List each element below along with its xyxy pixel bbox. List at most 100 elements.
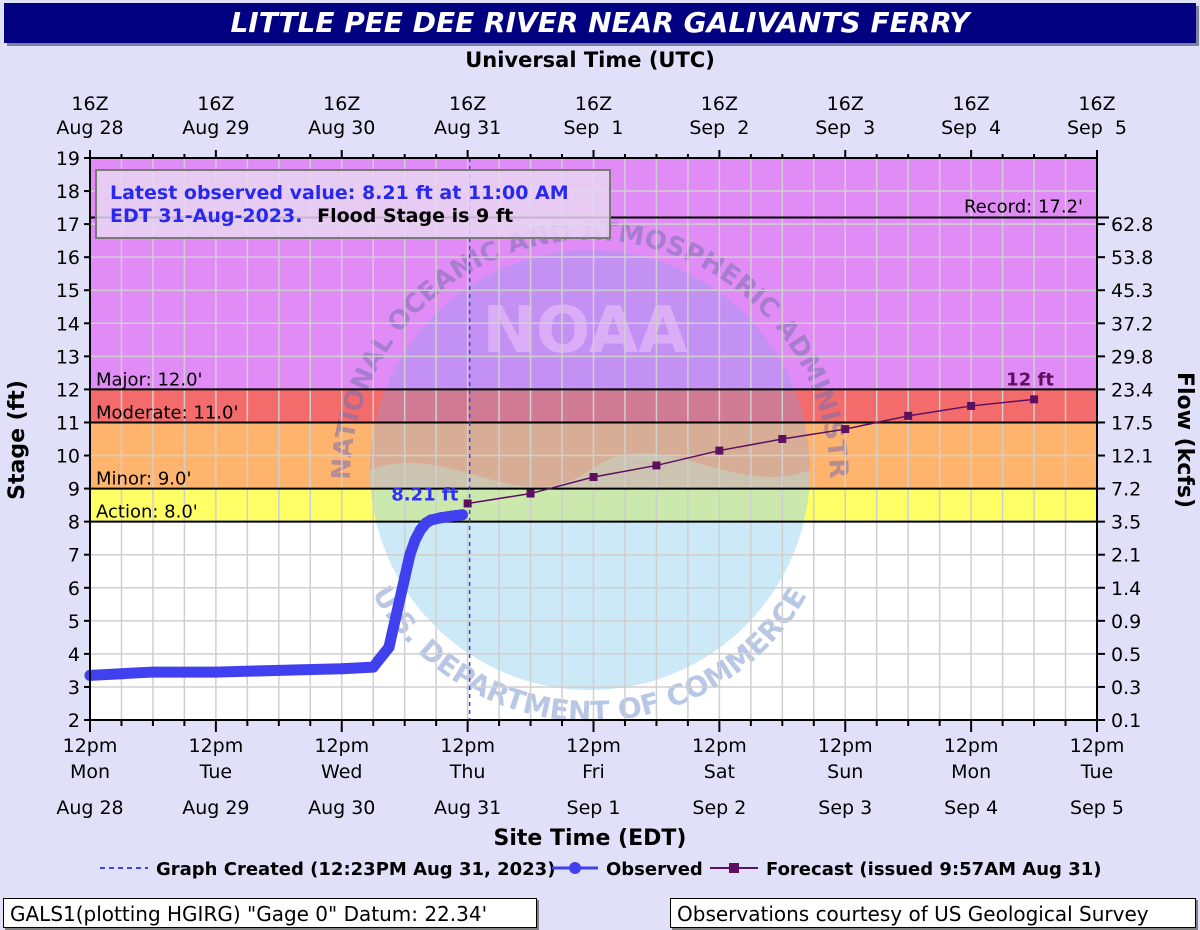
series-forecast-point — [589, 473, 598, 482]
top-axis-title: Universal Time (UTC) — [465, 48, 715, 72]
series-observed-point — [409, 534, 421, 546]
x-tick-label-time: 12pm — [692, 735, 747, 757]
y-tick-label: 3 — [68, 677, 80, 699]
series-observed-point — [425, 514, 437, 526]
x-tick-label-date: Aug 29 — [182, 797, 249, 819]
x-tick-label-day: Sat — [704, 761, 735, 783]
series-forecast-point — [463, 499, 472, 508]
y2-tick-label: 0.9 — [1111, 611, 1141, 633]
x-tick-label-time: 12pm — [314, 735, 369, 757]
x-tick-label-day: Tue — [199, 761, 232, 783]
series-forecast-point — [778, 435, 787, 443]
x2-tick-label-hour: 16Z — [827, 93, 864, 115]
courtesy-footer: Observations courtesy of US Geological S… — [670, 898, 1196, 928]
x-tick-label-time: 12pm — [63, 735, 118, 757]
y-tick-label: 13 — [56, 346, 80, 368]
x2-tick-label-hour: 16Z — [71, 93, 108, 115]
x2-tick-label-date: Sep 4 — [941, 117, 1001, 139]
x2-tick-label-hour: 16Z — [449, 93, 486, 115]
y-tick-label: 16 — [56, 247, 80, 269]
x2-tick-label-hour: 16Z — [701, 93, 738, 115]
series-forecast-line — [467, 398, 1035, 505]
series-observed-point — [367, 661, 379, 673]
y-tick-label: 14 — [56, 313, 80, 335]
x-tick-label-date: Sep 1 — [567, 797, 621, 819]
series-observed-point — [446, 510, 458, 522]
y-tick-label: 8 — [68, 512, 80, 534]
series-forecast-point — [1030, 395, 1039, 404]
x-tick-label-date: Sep 2 — [692, 797, 746, 819]
y2-tick-label: 23.4 — [1111, 379, 1153, 401]
y2-tick-label: 37.2 — [1111, 313, 1153, 335]
x-tick-label-time: 12pm — [440, 735, 495, 757]
series-forecast-point — [715, 446, 724, 455]
x2-tick-label-date: Sep 1 — [564, 117, 624, 139]
x-tick-label-day: Mon — [70, 761, 110, 783]
x2-tick-label-date: Aug 28 — [56, 117, 123, 139]
series-observed-point — [435, 512, 447, 524]
series-forecast-point — [526, 489, 535, 498]
page-title: LITTLE PEE DEE RIVER NEAR GALIVANTS FERR… — [230, 6, 970, 39]
y2-tick-label: 1.4 — [1111, 578, 1141, 600]
series-observed-annotation: 8.21 ft — [391, 485, 459, 506]
x2-tick-label-hour: 16Z — [323, 93, 360, 115]
threshold-moderate-label: Moderate: 11.0' — [96, 402, 238, 423]
legend-observed-label: Observed — [606, 859, 703, 880]
noaa-logo-wave-icon — [370, 453, 810, 690]
y2-tick-label: 45.3 — [1111, 280, 1153, 302]
x2-tick-label-date: Sep 5 — [1067, 117, 1127, 139]
y-tick-label: 10 — [56, 446, 80, 468]
y2-tick-label: 3.5 — [1111, 512, 1141, 534]
x2-tick-label-date: Aug 30 — [308, 117, 375, 139]
y2-tick-label: 0.5 — [1111, 644, 1141, 666]
y-tick-label: 5 — [68, 611, 80, 633]
noaa-logo-icon — [370, 250, 810, 690]
x-tick-label-date: Sep 4 — [944, 797, 998, 819]
x2-tick-label-date: Sep 2 — [689, 117, 749, 139]
flood-stage-note: Flood Stage is 9 ft — [317, 205, 513, 227]
y-tick-label: 15 — [56, 280, 80, 302]
y-tick-label: 4 — [68, 644, 80, 666]
x-tick-label-day: Fri — [582, 761, 605, 783]
x2-tick-label-date: Sep 3 — [815, 117, 875, 139]
threshold-record-label: Record: 17.2' — [964, 197, 1083, 218]
y-tick-label: 9 — [68, 479, 80, 501]
x-tick-label-date: Aug 30 — [308, 797, 375, 819]
x-tick-label-day: Wed — [321, 761, 362, 783]
datum-footer: GALS1(plotting HGIRG) "Gage 0" Datum: 22… — [3, 898, 537, 928]
y-tick-label: 6 — [68, 578, 80, 600]
x-tick-label-time: 12pm — [944, 735, 999, 757]
series-observed-point — [336, 663, 348, 675]
legend-forecast-marker — [729, 863, 739, 873]
x2-tick-label-hour: 16Z — [1078, 93, 1115, 115]
series-forecast-point — [904, 411, 913, 420]
y2-tick-label: 12.1 — [1111, 446, 1153, 468]
y2-tick-label: 17.5 — [1111, 412, 1153, 434]
y2-tick-label: 0.3 — [1111, 677, 1141, 699]
y2-axis-title: Flow (kcfs) — [1172, 372, 1197, 508]
y-tick-label: 18 — [56, 181, 80, 203]
x-tick-label-date: Aug 31 — [434, 797, 501, 819]
x2-tick-label-hour: 16Z — [575, 93, 612, 115]
series-observed-point — [404, 549, 416, 561]
x-tick-label-time: 12pm — [189, 735, 244, 757]
series-forecast-point — [841, 425, 850, 434]
series-observed-point — [147, 666, 159, 678]
x-axis-title: Site Time (EDT) — [494, 826, 687, 851]
title-bar: LITTLE PEE DEE RIVER NEAR GALIVANTS FERR… — [4, 3, 1196, 43]
latest-value-box: Latest observed value: 8.21 ft at 11:00 … — [95, 169, 611, 239]
y2-tick-label: 7.2 — [1111, 479, 1141, 501]
x-tick-label-date: Sep 5 — [1070, 797, 1124, 819]
threshold-minor-label: Minor: 9.0' — [96, 469, 191, 490]
x2-tick-label-date: Aug 31 — [434, 117, 501, 139]
series-observed-point — [210, 666, 222, 678]
x-tick-label-time: 12pm — [1070, 735, 1125, 757]
x-tick-label-day: Sun — [827, 761, 863, 783]
y2-tick-label: 0.1 — [1111, 710, 1141, 732]
y2-tick-label: 53.8 — [1111, 247, 1153, 269]
series-forecast-point — [652, 461, 661, 470]
y2-tick-label: 2.1 — [1111, 545, 1141, 567]
legend-observed-marker — [569, 862, 581, 874]
chart-legend: Graph Created (12:23PM Aug 31, 2023) Obs… — [100, 859, 1101, 880]
